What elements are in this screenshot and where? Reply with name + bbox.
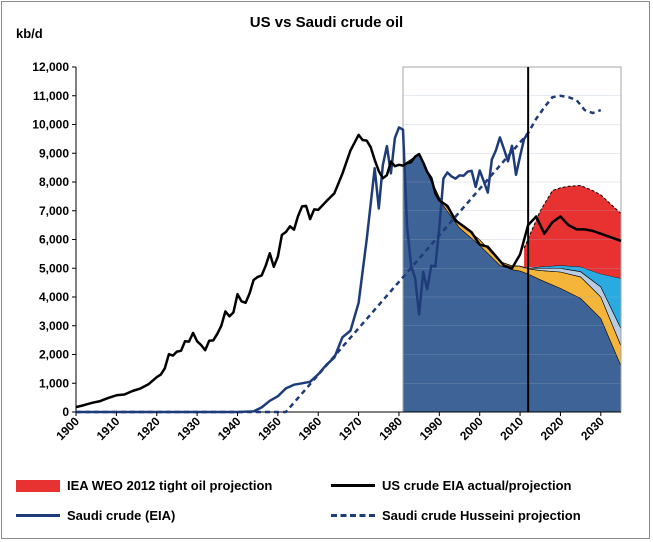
legend-item-tight-oil: IEA WEO 2012 tight oil projection — [16, 478, 272, 493]
y-tick-label: 8,000 — [39, 175, 69, 189]
legend-swatch-us-crude — [331, 484, 375, 487]
y-axis-unit-label: kb/d — [16, 26, 43, 41]
y-tick-label: 6,000 — [39, 233, 69, 247]
y-tick-label: 3,000 — [39, 319, 69, 333]
y-tick-label: 2,000 — [39, 348, 69, 362]
legend-item-saudi-husseini: Saudi crude Husseini projection — [331, 508, 581, 523]
x-tick-label: 1970 — [336, 414, 365, 443]
x-tick-label: 2010 — [497, 414, 526, 443]
y-tick-label: 12,000 — [32, 60, 69, 74]
y-tick-label: 11,000 — [33, 89, 69, 103]
area-us-base — [403, 154, 621, 412]
x-tick-label: 1940 — [215, 414, 244, 443]
x-tick-label: 1950 — [255, 414, 284, 443]
chart-svg: 0 1,000 2,000 3,000 4,000 5,000 6,000 7,000 8,00… — [32, 60, 622, 443]
x-tick-label: 1910 — [94, 414, 123, 443]
x-tick-label: 1990 — [417, 414, 446, 443]
legend-label-us-crude: US crude EIA actual/projection — [382, 478, 572, 493]
chart-title: US vs Saudi crude oil — [249, 14, 404, 31]
x-tick-label: 1930 — [174, 414, 203, 443]
legend-label-tight-oil: IEA WEO 2012 tight oil projection — [67, 478, 273, 493]
legend-item-saudi-eia: Saudi crude (EIA) — [16, 508, 175, 523]
y-tick-label: 4,000 — [39, 290, 69, 304]
legend-swatch-saudi-eia — [16, 514, 60, 517]
x-tick-label: 2020 — [538, 414, 567, 443]
y-tick-label: 5,000 — [39, 261, 69, 275]
legend-swatch-saudi-husseini — [331, 514, 375, 517]
legend-label-saudi-eia: Saudi crude (EIA) — [67, 508, 176, 523]
y-tick-label: 0 — [62, 405, 69, 419]
y-tick-label: 10,000 — [32, 118, 69, 132]
legend-label-saudi-husseini: Saudi crude Husseini projection — [382, 508, 581, 523]
x-tick-label: 1980 — [376, 414, 405, 443]
series-saudi-husseini — [76, 94, 602, 414]
series-saudi-eia — [76, 126, 530, 414]
series-us-crude — [75, 133, 622, 409]
area-tight-oil — [524, 185, 621, 279]
legend-item-us-crude: US crude EIA actual/projection — [331, 478, 572, 493]
y-tick-label: 7,000 — [39, 204, 69, 218]
x-tick-label: 1900 — [53, 414, 82, 443]
y-tick-label: 1,000 — [39, 376, 69, 390]
x-tick-label: 1920 — [134, 414, 163, 443]
tight-oil-top-line — [523, 184, 622, 249]
x-tick-label: 1960 — [296, 414, 325, 443]
x-tick-label: 2030 — [578, 414, 607, 443]
legend-swatch-tight-oil — [16, 479, 60, 492]
y-tick-label: 9,000 — [39, 146, 69, 160]
x-tick-label: 2000 — [457, 414, 486, 443]
